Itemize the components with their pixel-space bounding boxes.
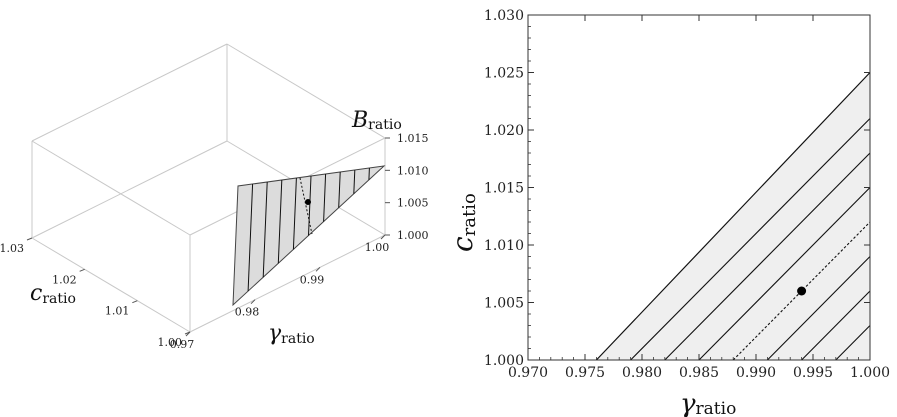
- contour-line-dashed: [732, 221, 871, 361]
- contour-line: [767, 256, 871, 361]
- contour-line: [630, 118, 871, 361]
- surface-3d: [232, 165, 386, 307]
- surface-contour: [247, 183, 254, 292]
- x-tick-label: 0.975: [565, 365, 605, 381]
- surface-contour: [308, 175, 312, 236]
- y-tick-label: 1.015: [484, 181, 524, 197]
- surface-plot-3d: 0.97 0.98 0.99 1.00 1.00 1.01 1.02 1.03 1.000 1.0…: [0, 43, 429, 351]
- z-tick-label: 1.015: [397, 132, 429, 145]
- x-tick-label: 0.985: [679, 365, 719, 381]
- region-boundary-line: [595, 72, 871, 361]
- y-tick-label: 1.010: [484, 238, 524, 254]
- x-axis-label: γratio: [268, 321, 315, 347]
- contour-lines: [630, 118, 871, 361]
- x-tick-label: 0.980: [622, 365, 662, 381]
- y-tick-label: 1.02: [52, 273, 77, 286]
- surface-contour: [262, 181, 268, 278]
- x-tick-label: 0.995: [793, 365, 833, 381]
- y-tick-label: 1.030: [484, 8, 524, 24]
- x-tick: [380, 234, 386, 240]
- x-tick-label: 0.97: [170, 338, 195, 351]
- y-tick-label: 1.000: [484, 353, 524, 369]
- box-edge: [31, 140, 191, 236]
- axis-ticks: 0.970 0.975 0.980 0.985 0.990 0.995 1.000 1.000…: [484, 8, 890, 381]
- box-edge: [226, 43, 386, 139]
- y-tick-label: 1.025: [484, 66, 524, 82]
- x-tick-label: 1.00: [365, 241, 390, 254]
- marked-point: [797, 286, 807, 296]
- marked-point: [305, 199, 311, 205]
- ticks-3d: 0.97 0.98 0.99 1.00 1.00 1.01 1.02 1.03 1.000 1.0…: [0, 132, 429, 351]
- surface-contour: [277, 179, 283, 264]
- x-tick-label: 0.970: [508, 365, 548, 381]
- y-tick-label: 1.01: [105, 305, 130, 318]
- box-edge: [31, 43, 228, 142]
- surface-contour: [292, 177, 297, 250]
- y-tick: [132, 300, 138, 304]
- x-tick-label: 0.990: [736, 365, 776, 381]
- x-tick-label: 0.99: [300, 273, 325, 286]
- contour-line: [835, 325, 871, 361]
- y-tick-label: 1.03: [0, 242, 24, 255]
- x-tick-label: 0.98: [235, 306, 260, 319]
- y-axis-label: cratio: [30, 281, 76, 307]
- surface-contour: [353, 169, 356, 194]
- contour-line: [698, 187, 871, 361]
- surface-contour: [368, 167, 370, 180]
- z-tick-label: 1.010: [397, 164, 429, 177]
- contour-plot-2d: 0.970 0.975 0.980 0.985 0.990 0.995 1.000 1.000…: [446, 8, 890, 417]
- contour-line: [801, 290, 871, 361]
- y-tick-label: 1.020: [484, 123, 524, 139]
- y-tick: [26, 237, 33, 241]
- y-tick: [184, 331, 191, 335]
- y-tick: [79, 268, 85, 272]
- z-axis-label: Bratio: [351, 108, 402, 133]
- surface-contour: [338, 171, 341, 208]
- surface-contour: [323, 173, 327, 222]
- box-edge: [189, 234, 386, 333]
- contour-line: [664, 152, 871, 361]
- x-tick: [315, 266, 321, 272]
- y-tick-label: 1.00: [158, 336, 183, 349]
- surface-contour-dashed: [299, 177, 313, 235]
- x-axis-label: γratio: [680, 389, 736, 417]
- feasible-region: [595, 72, 871, 361]
- y-axis-label: cratio: [446, 193, 480, 252]
- z-tick-label: 1.005: [397, 197, 429, 210]
- box-edge: [31, 140, 228, 239]
- z-tick-label: 1.000: [397, 229, 429, 242]
- x-tick: [250, 299, 256, 305]
- y-tick-label: 1.005: [484, 296, 524, 312]
- box-edge: [31, 237, 191, 333]
- x-tick-label: 1.000: [850, 365, 890, 381]
